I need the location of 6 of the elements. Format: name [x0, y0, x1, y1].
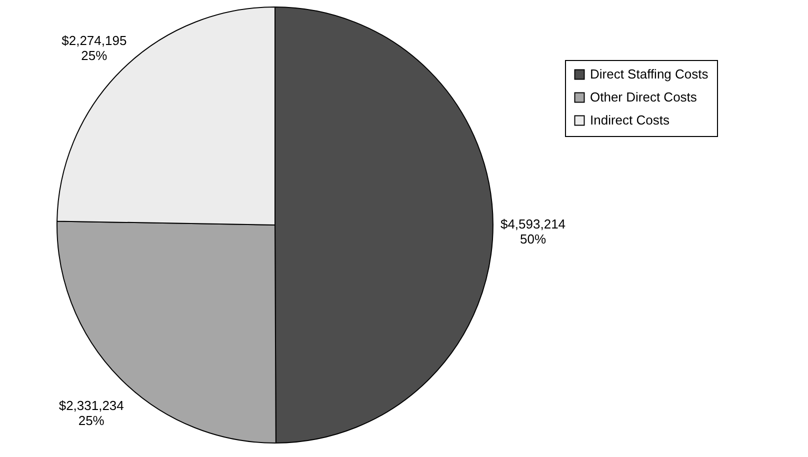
legend-label: Indirect Costs [590, 112, 670, 128]
legend-label: Other Direct Costs [590, 90, 698, 104]
data-label: $4,593,214 50% [500, 216, 566, 246]
data-label: $2,331,234 25% [58, 398, 124, 428]
data-label: $2,274,195 25% [62, 32, 127, 63]
legend-label: Direct Staffing Costs [590, 66, 709, 82]
